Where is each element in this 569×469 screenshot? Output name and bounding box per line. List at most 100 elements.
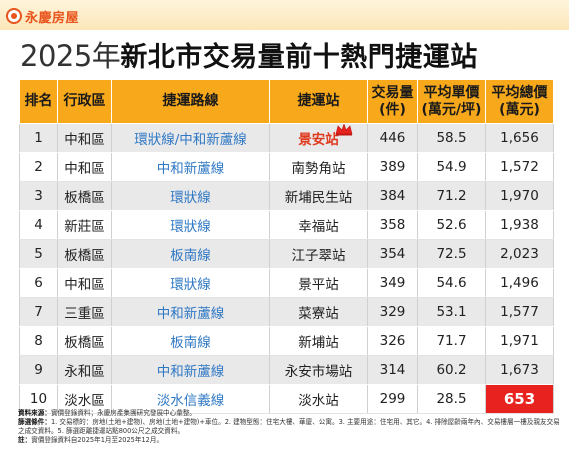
footnote-source: 資料來源：實價登錄資料；永慶房產集團研究發展中心彙整。	[18, 409, 563, 418]
footnote-note: 註：實價登錄資料自2025年1月至2025年12月。	[18, 436, 563, 445]
cell-rank: 10	[19, 384, 58, 414]
cell-rank: 1	[19, 123, 58, 153]
footnotes: 資料來源：實價登錄資料；永慶房產集團研究發展中心彙整。 篩選條件：1. 交易標的…	[18, 409, 563, 445]
cell-rank: 7	[19, 297, 58, 327]
footnote-note-text: 實價登錄資料自2025年1月至2025年12月。	[31, 436, 164, 444]
cell-total-price: 1,577	[485, 297, 554, 327]
cell-unit-price: 53.1	[417, 297, 486, 327]
cell-district: 板橋區	[57, 326, 112, 356]
cell-total-price: 1,496	[485, 268, 554, 298]
header-district: 行政區	[57, 79, 112, 124]
cell-district: 三重區	[57, 297, 112, 327]
cell-unit-price: 54.9	[417, 152, 486, 182]
cell-station-highlight: 景安站	[269, 123, 368, 153]
cell-line: 淡水信義線	[111, 384, 270, 414]
cell-line: 中和新蘆線	[111, 152, 270, 182]
cell-total-price: 1,938	[485, 210, 554, 240]
cell-station: 新埔站	[269, 326, 368, 356]
cell-station: 菜寮站	[269, 297, 368, 327]
footnote-source-label: 資料來源：	[18, 409, 51, 417]
cell-district: 新莊區	[57, 210, 112, 240]
cell-station: 景平站	[269, 268, 368, 298]
table-row: 2 中和區 中和新蘆線 南勢角站 389 54.9 1,572	[19, 152, 554, 182]
table-row: 9 永和區 中和新蘆線 永安市場站 314 60.2 1,673	[19, 355, 554, 385]
cell-line: 板南線	[111, 239, 270, 269]
table-row: 3 板橋區 環狀線 新埔民生站 384 71.2 1,970	[19, 181, 554, 211]
cell-unit-price: 54.6	[417, 268, 486, 298]
ranking-table: 排名 行政區 捷運路線 捷運站 交易量 (件) 平均單價 (萬元/坪) 平均總價 (萬…	[19, 79, 554, 414]
header-volume-line1: 交易量	[371, 84, 414, 101]
cell-district: 永和區	[57, 355, 112, 385]
cell-rank: 8	[19, 326, 58, 356]
brand-logo: 永慶房屋	[6, 6, 79, 26]
cell-district: 中和區	[57, 123, 112, 153]
cell-volume: 389	[367, 152, 418, 182]
cell-district: 中和區	[57, 152, 112, 182]
header-station: 捷運站	[269, 79, 368, 124]
cell-district: 淡水區	[57, 384, 112, 414]
cell-rank: 2	[19, 152, 58, 182]
cell-unit-price: 72.5	[417, 239, 486, 269]
cell-total-price: 2,023	[485, 239, 554, 269]
cell-rank: 9	[19, 355, 58, 385]
header-total-price-line2: (萬元)	[499, 101, 540, 118]
cell-rank: 5	[19, 239, 58, 269]
cell-volume: 329	[367, 297, 418, 327]
cell-station: 永安市場站	[269, 355, 368, 385]
cell-station: 新埔民生站	[269, 181, 368, 211]
header-rank: 排名	[19, 79, 58, 124]
title-main: 新北市交易量前十熱門捷運站	[120, 42, 478, 73]
cell-unit-price: 71.2	[417, 181, 486, 211]
header-unit-price: 平均單價 (萬元/坪)	[417, 79, 486, 124]
cell-unit-price: 28.5	[417, 384, 486, 414]
cell-line: 中和新蘆線	[111, 297, 270, 327]
header-volume-line2: (件)	[379, 101, 406, 118]
cell-line: 環狀線	[111, 210, 270, 240]
brand-logo-icon	[6, 8, 22, 24]
table-row: 5 板橋區 板南線 江子翠站 354 72.5 2,023	[19, 239, 554, 269]
cell-unit-price: 71.7	[417, 326, 486, 356]
cell-line: 環狀線	[111, 268, 270, 298]
cell-volume: 314	[367, 355, 418, 385]
cell-unit-price: 52.6	[417, 210, 486, 240]
cell-unit-price: 58.5	[417, 123, 486, 153]
table-row: 10 淡水區 淡水信義線 淡水站 299 28.5 653	[19, 384, 554, 414]
crown-icon	[335, 124, 353, 136]
table-row: 1 中和區 環狀線/中和新蘆線 景安站 446 58.5 1,656	[19, 123, 554, 153]
header-unit-price-line2: (萬元/坪)	[421, 101, 482, 118]
cell-volume: 358	[367, 210, 418, 240]
cell-district: 中和區	[57, 268, 112, 298]
cell-station-text: 景安站	[298, 132, 339, 148]
footnote-filter: 篩選條件：1. 交易標的：房地(土地+建物)、房地(土地+建物)+車位。2. 建…	[18, 418, 563, 436]
header-unit-price-line1: 平均單價	[423, 84, 480, 101]
cell-volume: 384	[367, 181, 418, 211]
table-row: 8 板橋區 板南線 新埔站 326 71.7 1,971	[19, 326, 554, 356]
cell-volume: 446	[367, 123, 418, 153]
cell-total-price: 1,656	[485, 123, 554, 153]
cell-line: 中和新蘆線	[111, 355, 270, 385]
cell-line: 板南線	[111, 326, 270, 356]
cell-total-price: 1,673	[485, 355, 554, 385]
cell-total-price: 1,572	[485, 152, 554, 182]
cell-total-price: 1,971	[485, 326, 554, 356]
cell-rank: 3	[19, 181, 58, 211]
footnote-filter-label: 篩選條件：	[18, 418, 51, 426]
table-header-row: 排名 行政區 捷運路線 捷運站 交易量 (件) 平均單價 (萬元/坪) 平均總價 (萬…	[19, 79, 554, 124]
cell-line: 環狀線/中和新蘆線	[111, 123, 270, 153]
cell-district: 板橋區	[57, 239, 112, 269]
footnote-note-label: 註：	[18, 436, 32, 444]
cell-station: 江子翠站	[269, 239, 368, 269]
footnote-filter-text: 1. 交易標的：房地(土地+建物)、房地(土地+建物)+車位。2. 建物型態：住…	[18, 418, 560, 435]
page-title: 2025年 新北市交易量前十熱門捷運站	[20, 33, 560, 77]
cell-district: 板橋區	[57, 181, 112, 211]
cell-station: 南勢角站	[269, 152, 368, 182]
cell-total-price-highlight: 653	[485, 384, 554, 414]
table-row: 4 新莊區 環狀線 幸福站 358 52.6 1,938	[19, 210, 554, 240]
header-volume: 交易量 (件)	[367, 79, 418, 124]
cell-volume: 354	[367, 239, 418, 269]
cell-unit-price: 60.2	[417, 355, 486, 385]
cell-line: 環狀線	[111, 181, 270, 211]
cell-volume: 349	[367, 268, 418, 298]
cell-station: 淡水站	[269, 384, 368, 414]
cell-total-price: 1,970	[485, 181, 554, 211]
